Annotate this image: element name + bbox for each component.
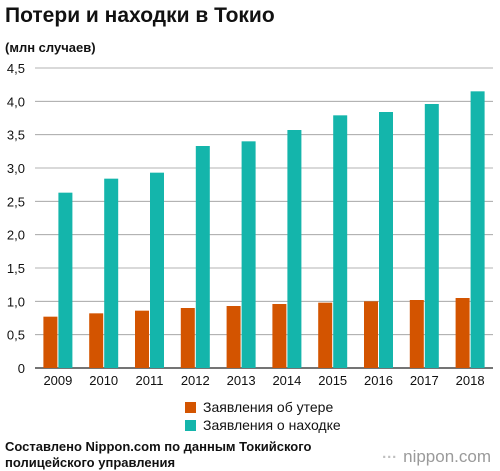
y-axis-unit-label: (млн случаев) bbox=[5, 40, 96, 55]
legend-item-found: Заявления о находке bbox=[185, 417, 341, 433]
y-tick-label: 4,5 bbox=[7, 61, 25, 76]
brand-logo: ··· nippon.com bbox=[382, 447, 491, 467]
legend-swatch-loss bbox=[185, 401, 196, 413]
x-tick-label: 2014 bbox=[272, 373, 301, 388]
legend-label-loss: Заявления об утере bbox=[203, 399, 334, 415]
chart-title: Потери и находки в Токио bbox=[5, 4, 275, 27]
legend-label-found: Заявления о находке bbox=[203, 417, 341, 433]
bar-found bbox=[379, 112, 393, 368]
x-tick-label: 2018 bbox=[456, 373, 485, 388]
bar-found bbox=[470, 91, 485, 368]
bar-loss bbox=[43, 316, 58, 368]
legend-swatch-found bbox=[185, 419, 196, 431]
x-tick-label: 2017 bbox=[410, 373, 439, 388]
x-tick-label: 2015 bbox=[318, 373, 347, 388]
y-tick-label: 1,5 bbox=[7, 261, 25, 276]
bar-loss bbox=[364, 301, 378, 368]
y-tick-label: 1,0 bbox=[7, 294, 25, 309]
bar-found bbox=[150, 172, 164, 368]
bar-loss bbox=[135, 310, 149, 368]
x-tick-label: 2012 bbox=[181, 373, 210, 388]
bar-chart: 0 0,5 1,0 1,5 2,0 2,5 3,0 3,5 4,0 4,5 2009 2010 201… bbox=[7, 61, 493, 388]
bar-found bbox=[195, 146, 210, 368]
y-tick-label: 2,5 bbox=[7, 194, 25, 209]
brand-name: nippon.com bbox=[403, 447, 491, 466]
x-tick-label: 2009 bbox=[43, 373, 72, 388]
bar-found bbox=[333, 115, 348, 368]
y-tick-label: 3,0 bbox=[7, 161, 25, 176]
x-tick-label: 2013 bbox=[227, 373, 256, 388]
bar-found bbox=[58, 192, 73, 368]
y-tick-label: 3,5 bbox=[7, 128, 25, 143]
x-tick-label: 2010 bbox=[89, 373, 118, 388]
bar-found bbox=[287, 130, 302, 368]
bar-loss bbox=[409, 300, 424, 368]
bar-loss bbox=[272, 304, 287, 368]
x-tick-label: 2016 bbox=[364, 373, 393, 388]
y-tick-label: 0,5 bbox=[7, 328, 25, 343]
bar-loss bbox=[180, 308, 195, 368]
x-tick-label: 2011 bbox=[136, 373, 164, 388]
bar-found bbox=[424, 104, 439, 368]
bar-loss bbox=[226, 306, 241, 368]
legend-item-loss: Заявления об утере bbox=[185, 399, 333, 415]
bar-loss bbox=[318, 302, 333, 368]
y-tick-label: 4,0 bbox=[7, 94, 25, 109]
bar-loss bbox=[89, 313, 104, 368]
y-tick-label: 2,0 bbox=[7, 228, 25, 243]
bar-found bbox=[104, 178, 119, 368]
bar-loss bbox=[455, 298, 470, 368]
y-tick-label: 0 bbox=[18, 361, 25, 376]
source-note: Составлено Nippon.com по данным Токийско… bbox=[5, 439, 312, 470]
bar-found bbox=[241, 141, 256, 368]
brand-mark-icon: ··· bbox=[382, 448, 398, 466]
